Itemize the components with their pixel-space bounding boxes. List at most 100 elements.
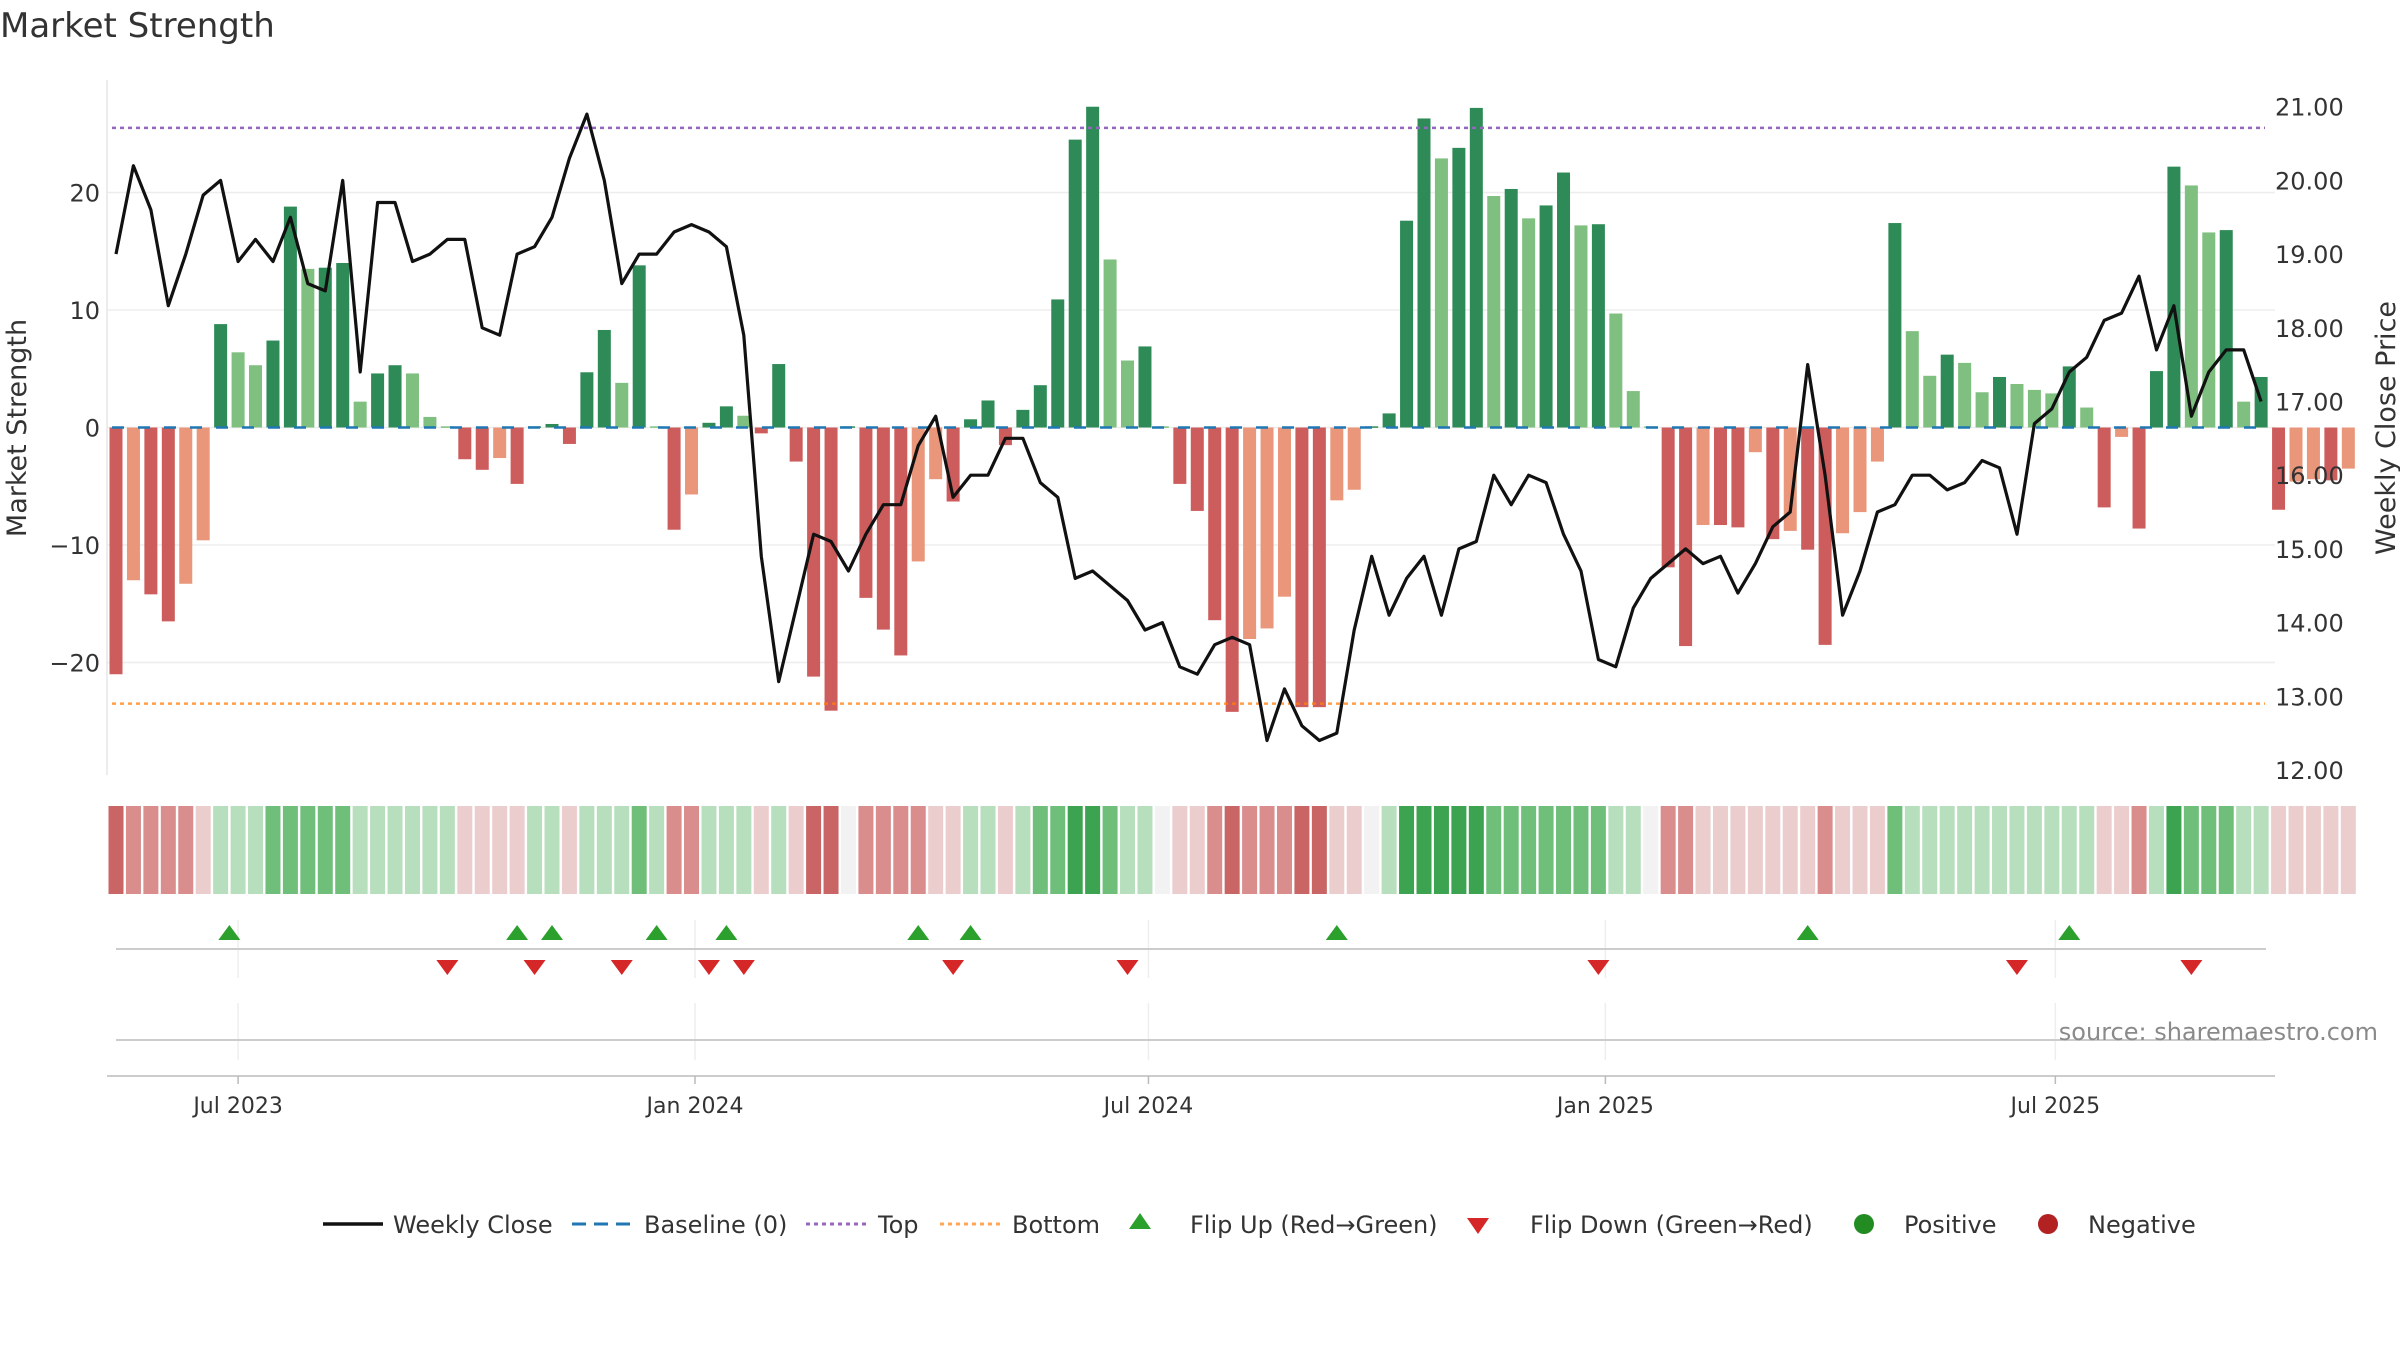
regime-cell-128 — [2340, 806, 2356, 894]
regime-cell-100 — [1852, 806, 1868, 894]
flip-markers-panel — [116, 920, 2266, 978]
strength-bar-83 — [1557, 172, 1571, 428]
strength-bars — [109, 106, 2355, 712]
strength-bar-14 — [353, 401, 367, 428]
regime-cell-17 — [404, 806, 420, 894]
regime-cell-103 — [1904, 806, 1920, 894]
regime-cell-69 — [1311, 806, 1327, 894]
source-note: source: sharemaestro.com — [2059, 1018, 2378, 1046]
strength-bar-94 — [1748, 427, 1762, 453]
strength-bar-12 — [318, 267, 332, 428]
legend-negative-dot — [2038, 1214, 2058, 1234]
regime-cell-58 — [1120, 806, 1136, 894]
regime-cell-27 — [579, 806, 595, 894]
strength-bar-10 — [283, 206, 297, 428]
right-tick-label: 18.00 — [2275, 315, 2344, 343]
regime-cell-89 — [1660, 806, 1676, 894]
regime-cell-101 — [1869, 806, 1885, 894]
legend-flip-up: Flip Up (Red→Green) — [1190, 1211, 1438, 1239]
strength-bar-53 — [1033, 385, 1047, 428]
regime-cell-31 — [649, 806, 665, 894]
strength-bar-17 — [405, 373, 419, 428]
strength-bar-86 — [1609, 313, 1623, 428]
regime-cell-14 — [352, 806, 368, 894]
strength-bar-13 — [336, 263, 350, 428]
strength-bar-78 — [1469, 107, 1483, 428]
regime-cell-121 — [2218, 806, 2234, 894]
weekly-close-line — [114, 112, 2263, 743]
strength-bar-89 — [1661, 427, 1675, 568]
strength-bar-90 — [1679, 427, 1693, 647]
regime-cell-67 — [1276, 806, 1292, 894]
strength-bar-96 — [1783, 427, 1797, 531]
strength-bar-56 — [1086, 106, 1100, 428]
regime-cell-118 — [2166, 806, 2182, 894]
regime-cell-83 — [1556, 806, 1572, 894]
legend-baseline: Baseline (0) — [644, 1211, 787, 1239]
regime-cell-6 — [213, 806, 229, 894]
regime-cell-40 — [806, 806, 822, 894]
flip-up-marker — [1796, 925, 1819, 940]
left-tick-label: −10 — [49, 532, 100, 560]
regime-cell-66 — [1259, 806, 1275, 894]
regime-cell-85 — [1590, 806, 1606, 894]
regime-cell-99 — [1835, 806, 1851, 894]
x-axis: Jul 2023 Jan 2024 Jul 2024 Jan 2025 Jul 2025 — [107, 1075, 2275, 1119]
strength-bar-4 — [179, 427, 193, 584]
legend: Weekly Close Baseline (0) Top Bottom Fli… — [323, 1211, 2196, 1239]
regime-cell-77 — [1451, 806, 1467, 894]
strength-bar-95 — [1766, 427, 1780, 540]
left-axis-label: Market Strength — [2, 319, 33, 537]
strength-bar-35 — [719, 406, 733, 428]
strength-bar-5 — [196, 427, 210, 541]
strength-bar-75 — [1417, 118, 1431, 428]
regime-cell-98 — [1817, 806, 1833, 894]
flip-up-marker — [218, 925, 241, 940]
regime-cell-65 — [1242, 806, 1258, 894]
regime-cell-123 — [2253, 806, 2269, 894]
regime-cell-34 — [701, 806, 717, 894]
regime-cell-44 — [875, 806, 891, 894]
left-tick-label: 10 — [69, 297, 100, 325]
regime-cell-106 — [1957, 806, 1973, 894]
strength-bar-47 — [929, 427, 943, 480]
flip-up-marker — [959, 925, 982, 940]
strength-bar-84 — [1574, 225, 1588, 428]
regime-cell-54 — [1050, 806, 1066, 894]
regime-cell-35 — [718, 806, 734, 894]
regime-cell-116 — [2131, 806, 2147, 894]
strength-bar-33 — [685, 427, 699, 495]
strength-bar-31 — [650, 426, 664, 428]
strength-bar-122 — [2237, 401, 2251, 428]
regime-cell-33 — [684, 806, 700, 894]
x-tick-label: Jan 2024 — [645, 1094, 744, 1119]
regime-cell-111 — [2044, 806, 2060, 894]
regime-cell-127 — [2323, 806, 2339, 894]
right-tick-label: 21.00 — [2275, 94, 2344, 122]
x-tick-label: Jul 2025 — [2009, 1094, 2101, 1119]
strength-bar-68 — [1295, 427, 1309, 708]
legend-flip-up-triangle — [1129, 1213, 1151, 1229]
regime-cell-93 — [1730, 806, 1746, 894]
x-tick-label: Jul 2023 — [191, 1094, 283, 1119]
strength-bar-110 — [2027, 389, 2041, 428]
legend-negative: Negative — [2088, 1211, 2196, 1239]
strength-bar-73 — [1382, 413, 1396, 428]
regime-cell-8 — [248, 806, 264, 894]
strength-bar-16 — [388, 365, 402, 428]
regime-cell-117 — [2148, 806, 2164, 894]
regime-cell-21 — [474, 806, 490, 894]
strength-bar-81 — [1522, 218, 1536, 428]
regime-cell-110 — [2026, 806, 2042, 894]
regime-cell-61 — [1172, 806, 1188, 894]
legend-bottom: Bottom — [1012, 1211, 1100, 1239]
strength-bar-62 — [1190, 427, 1204, 511]
strength-bar-98 — [1818, 427, 1832, 645]
regime-cell-23 — [509, 806, 525, 894]
regime-cell-92 — [1712, 806, 1728, 894]
regime-cell-124 — [2271, 806, 2287, 894]
flip-down-marker — [1587, 960, 1610, 975]
strength-bar-102 — [1888, 223, 1902, 428]
regime-cell-22 — [492, 806, 508, 894]
regime-cell-37 — [753, 806, 769, 894]
